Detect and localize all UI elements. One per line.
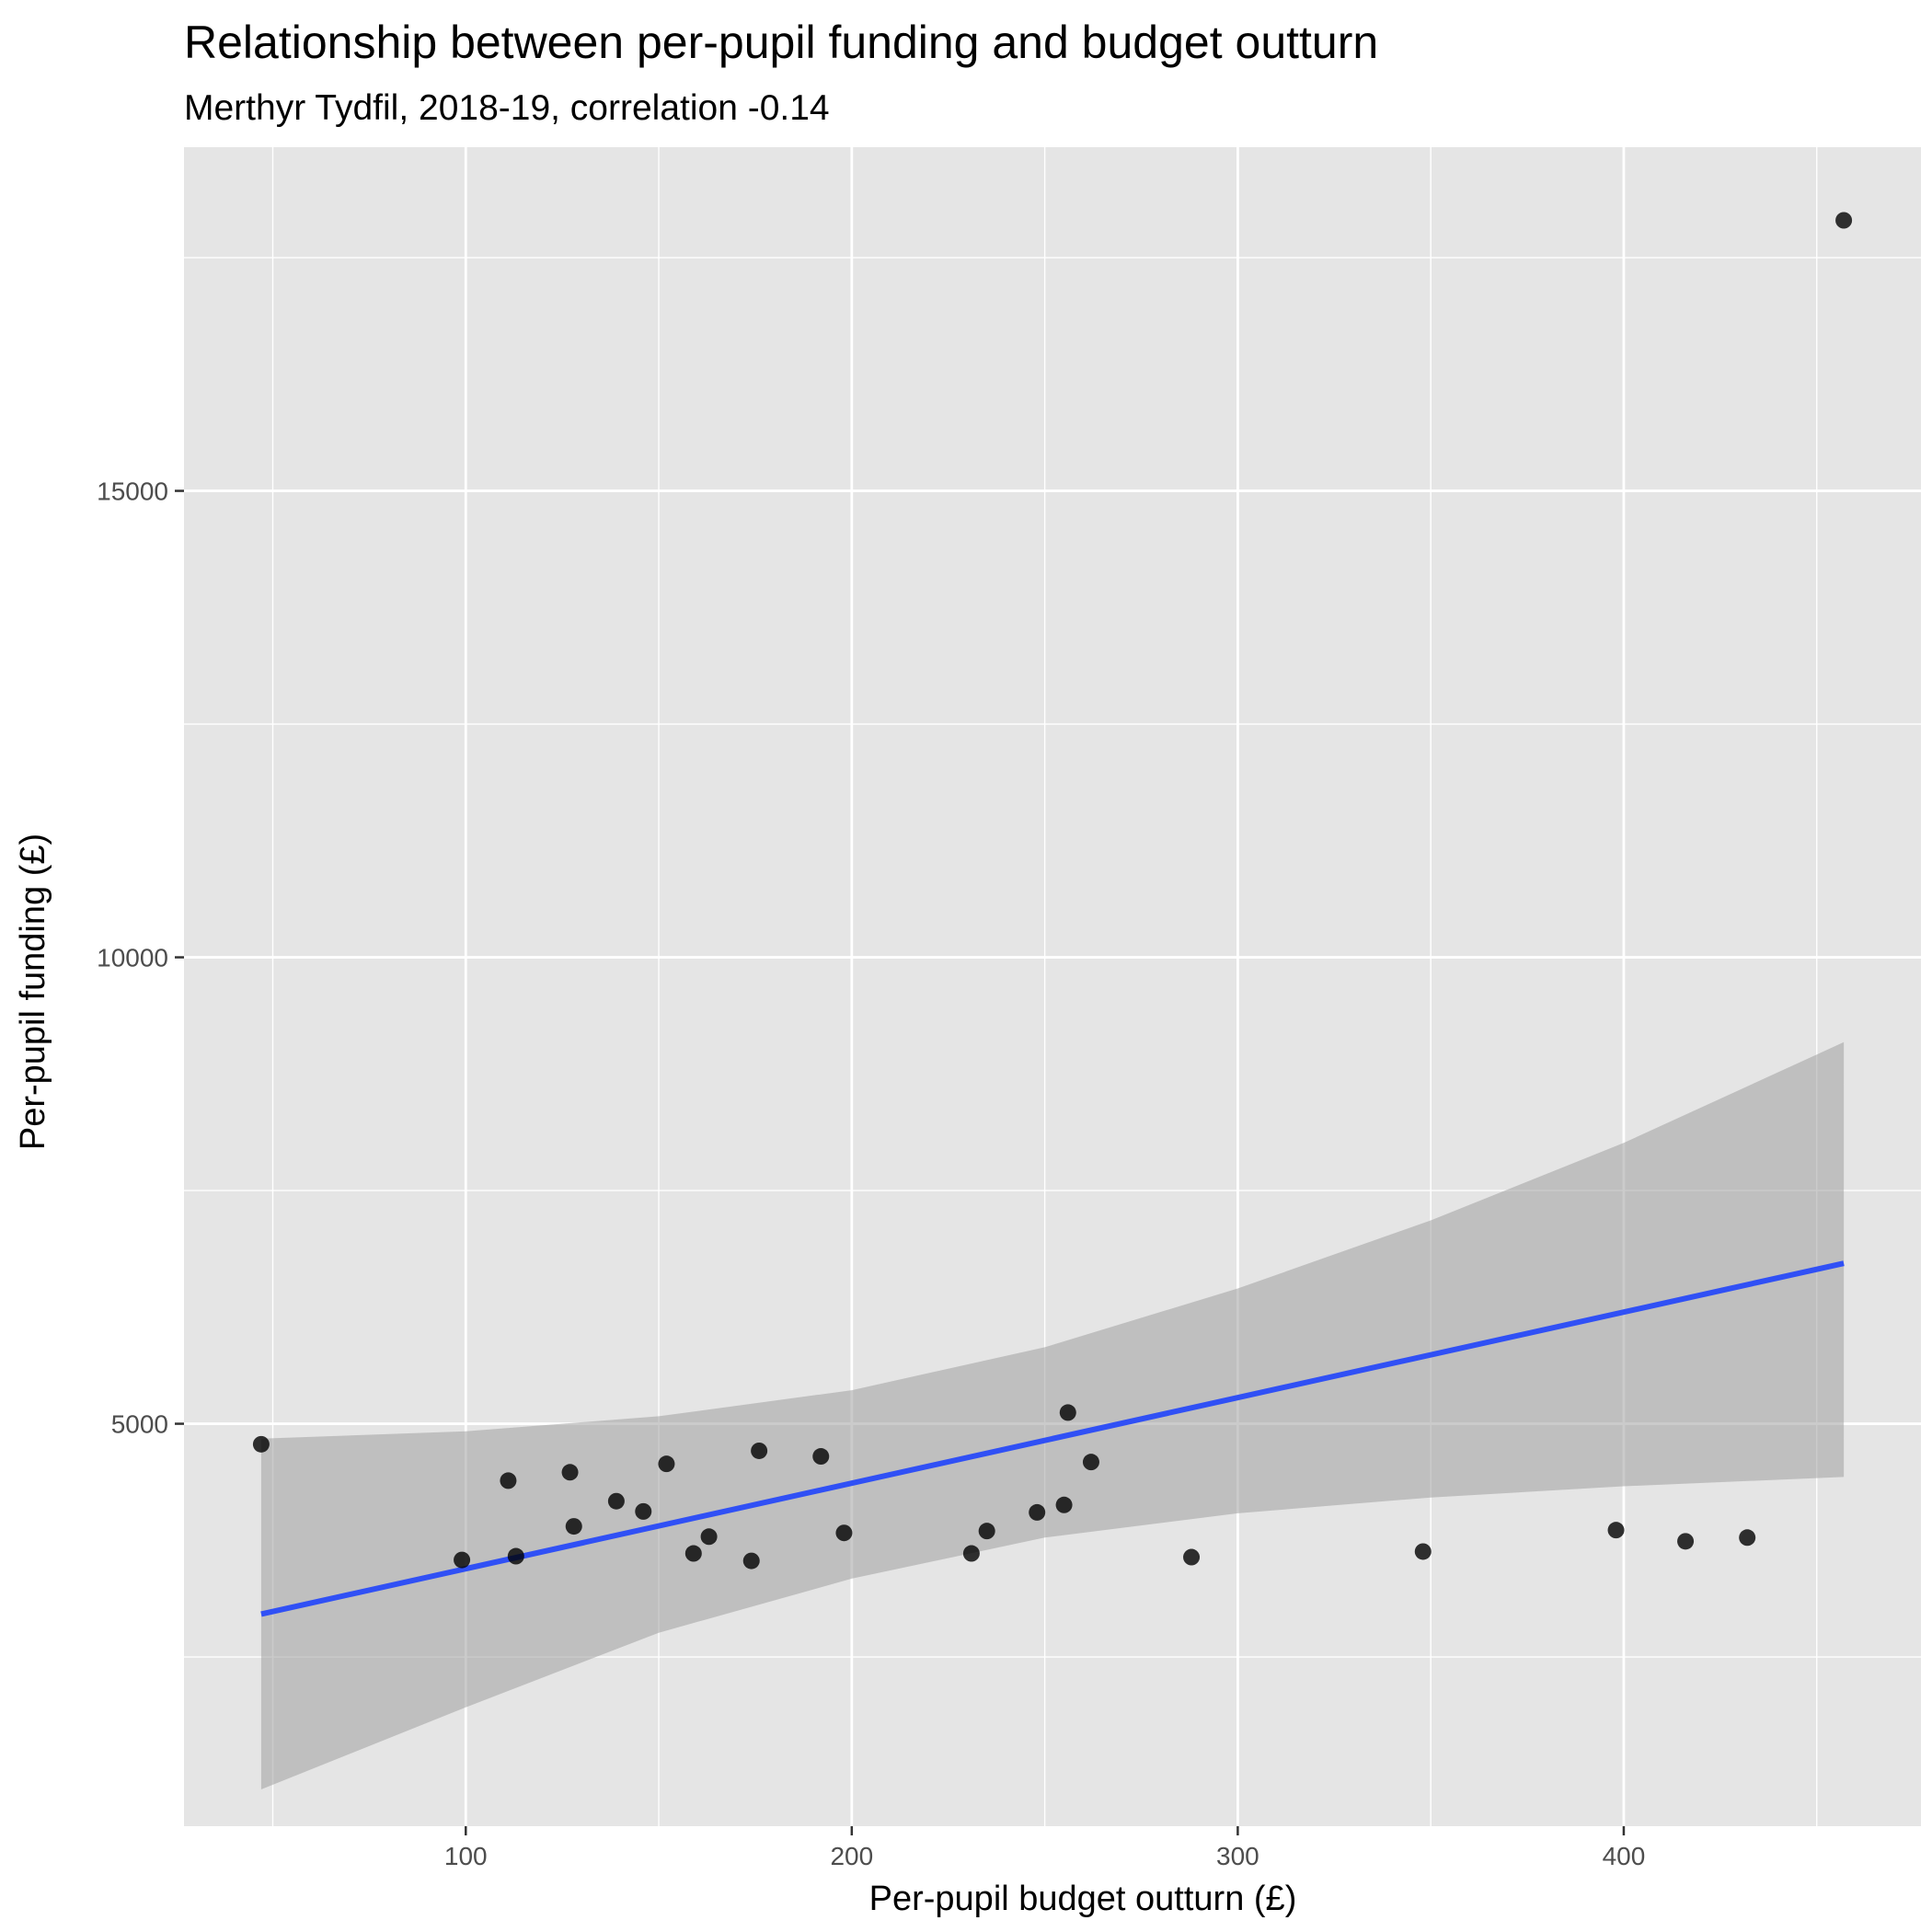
chart-title: Relationship between per-pupil funding a… xyxy=(184,17,1378,68)
y-axis-title: Per-pupil funding (£) xyxy=(14,834,52,1150)
x-tick-label: 400 xyxy=(1603,1842,1646,1870)
data-point xyxy=(751,1442,768,1459)
data-point xyxy=(1055,1496,1073,1513)
data-point xyxy=(978,1523,995,1540)
y-tick-label: 15000 xyxy=(97,477,168,506)
data-points xyxy=(252,212,1853,1570)
confidence-band-layer xyxy=(260,1041,1845,1789)
data-point xyxy=(812,1448,830,1466)
data-point xyxy=(700,1528,718,1546)
data-point xyxy=(500,1472,517,1489)
data-point xyxy=(1059,1404,1076,1421)
y-tick-label: 5000 xyxy=(111,1410,168,1439)
data-point xyxy=(635,1502,652,1520)
data-point xyxy=(1835,212,1853,229)
data-point xyxy=(962,1545,980,1562)
data-point xyxy=(1029,1503,1046,1521)
data-point xyxy=(1677,1533,1695,1550)
data-point xyxy=(454,1551,471,1569)
data-point xyxy=(252,1435,270,1453)
data-point xyxy=(684,1545,702,1562)
data-point xyxy=(607,1492,625,1510)
data-point xyxy=(658,1455,675,1473)
x-tick-label: 200 xyxy=(830,1842,873,1870)
data-point xyxy=(1414,1543,1432,1560)
regression-line xyxy=(260,1260,1845,1617)
x-axis-title: Per-pupil budget outturn (£) xyxy=(869,1880,1297,1918)
y-tick-label: 10000 xyxy=(97,944,168,972)
trend-line-layer xyxy=(260,1260,1845,1617)
data-point xyxy=(561,1464,579,1481)
data-point xyxy=(835,1524,853,1542)
data-point xyxy=(742,1552,760,1570)
x-tick-label: 100 xyxy=(444,1842,488,1870)
x-axis: 100 200 300 400 xyxy=(444,1826,1645,1870)
data-point xyxy=(1607,1522,1625,1539)
x-tick-label: 300 xyxy=(1216,1842,1259,1870)
data-point xyxy=(1739,1529,1756,1547)
y-axis: 5000 10000 15000 xyxy=(97,477,184,1439)
data-point xyxy=(507,1547,524,1565)
data-point xyxy=(1183,1548,1201,1566)
data-point xyxy=(565,1518,582,1535)
data-point xyxy=(1082,1454,1099,1471)
chart-subtitle: Merthyr Tydfil, 2018-19, correlation -0.… xyxy=(184,88,830,128)
confidence-band xyxy=(260,1041,1845,1789)
